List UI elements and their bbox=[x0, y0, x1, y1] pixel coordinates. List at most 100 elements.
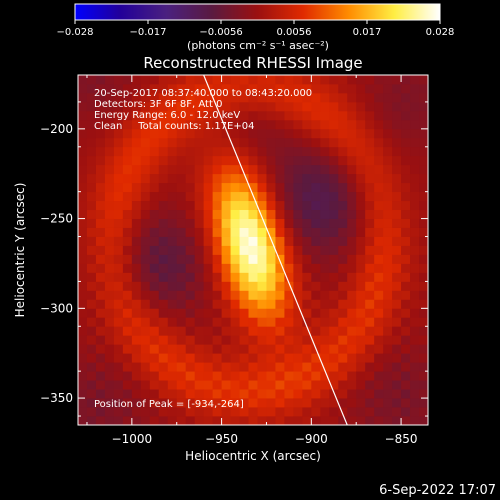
heatmap-cell bbox=[365, 281, 375, 291]
heatmap-cell bbox=[347, 362, 357, 372]
heatmap-cell bbox=[338, 236, 348, 246]
heatmap-cell bbox=[266, 299, 276, 309]
heatmap-cell bbox=[383, 191, 393, 202]
heatmap-cell bbox=[320, 191, 330, 202]
heatmap-cell bbox=[419, 110, 428, 121]
heatmap-cell bbox=[302, 110, 312, 121]
heatmap-cell bbox=[284, 290, 294, 300]
heatmap-cell bbox=[221, 380, 231, 390]
heatmap-cell bbox=[230, 236, 240, 246]
heatmap-cell bbox=[302, 236, 312, 246]
heatmap-cell bbox=[293, 164, 303, 175]
heatmap-cell bbox=[122, 380, 133, 390]
heatmap-cell bbox=[239, 245, 249, 255]
x-axis-label: Heliocentric X (arcsec) bbox=[185, 449, 321, 463]
heatmap-cell bbox=[185, 263, 196, 273]
heatmap-cell bbox=[203, 389, 214, 399]
heatmap-cell bbox=[383, 371, 393, 381]
heatmap-cell bbox=[302, 101, 312, 112]
heatmap-cell bbox=[302, 353, 312, 363]
heatmap-cell bbox=[248, 353, 258, 363]
heatmap-cell bbox=[284, 236, 294, 246]
heatmap-cell bbox=[257, 254, 267, 264]
heatmap-cell bbox=[95, 227, 106, 237]
heatmap-cell bbox=[401, 362, 411, 372]
heatmap-cell bbox=[194, 353, 205, 363]
heatmap-cell bbox=[401, 182, 411, 193]
heatmap-cell bbox=[356, 155, 366, 166]
heatmap-cell bbox=[176, 254, 187, 264]
heatmap-cell bbox=[176, 209, 187, 219]
heatmap-cell bbox=[383, 353, 393, 363]
heatmap-cell bbox=[365, 326, 375, 336]
heatmap-cell bbox=[257, 371, 267, 381]
heatmap-cell bbox=[176, 227, 187, 237]
heatmap-cell bbox=[401, 173, 411, 184]
heatmap-cell bbox=[293, 173, 303, 184]
heatmap-cell bbox=[293, 326, 303, 336]
heatmap-cell bbox=[347, 110, 357, 121]
heatmap-cell bbox=[104, 326, 115, 336]
heatmap-cell bbox=[131, 75, 142, 85]
heatmap-cell bbox=[410, 398, 420, 408]
heatmap-cell bbox=[203, 83, 214, 94]
heatmap-cell bbox=[78, 380, 88, 390]
heatmap-cell bbox=[248, 128, 258, 139]
heatmap-cell bbox=[266, 245, 276, 255]
heatmap-cell bbox=[104, 236, 115, 246]
heatmap-cell bbox=[95, 101, 106, 112]
heatmap-cell bbox=[329, 155, 339, 166]
heatmap-cell bbox=[275, 155, 285, 166]
heatmap-cell bbox=[365, 344, 375, 354]
heatmap-cell bbox=[365, 245, 375, 255]
heatmap-cell bbox=[383, 335, 393, 345]
heatmap-cell bbox=[347, 308, 357, 318]
heatmap-cell bbox=[275, 182, 285, 193]
heatmap-cell bbox=[167, 236, 178, 246]
heatmap-cell bbox=[311, 353, 321, 363]
heatmap-cell bbox=[275, 317, 285, 327]
heatmap-cell bbox=[293, 200, 303, 211]
heatmap-cell bbox=[266, 128, 276, 139]
heatmap-cell bbox=[131, 236, 142, 246]
heatmap-cell bbox=[113, 200, 124, 211]
heatmap-cell bbox=[419, 335, 428, 345]
heatmap-cell bbox=[194, 191, 205, 202]
heatmap-cell bbox=[78, 335, 88, 345]
heatmap-cell bbox=[392, 299, 402, 309]
heatmap-cell bbox=[194, 236, 205, 246]
heatmap-cell bbox=[176, 290, 187, 300]
heatmap-cell bbox=[95, 317, 106, 327]
heatmap-cell bbox=[419, 353, 428, 363]
heatmap-cell bbox=[248, 389, 258, 399]
info-block: 20-Sep-2017 08:37:40.000 to 08:43:20.000… bbox=[94, 88, 312, 132]
heatmap-cell bbox=[239, 272, 249, 282]
heatmap-cell bbox=[383, 389, 393, 399]
heatmap-cell bbox=[113, 416, 124, 425]
heatmap-cell bbox=[212, 101, 222, 112]
peak-position-label: Position of Peak = [-934,-264] bbox=[94, 399, 244, 410]
heatmap-cell bbox=[104, 362, 115, 372]
heatmap-cell bbox=[329, 200, 339, 211]
heatmap-cell bbox=[320, 137, 330, 148]
heatmap-cell bbox=[320, 353, 330, 363]
heatmap-cell bbox=[392, 173, 402, 184]
heatmap-cell bbox=[248, 326, 258, 336]
heatmap-cell bbox=[230, 245, 240, 255]
heatmap-cell bbox=[140, 281, 151, 291]
heatmap-cell bbox=[356, 173, 366, 184]
heatmap-cell bbox=[95, 254, 106, 264]
colorbar-tick-label: 0.028 bbox=[426, 27, 455, 38]
heatmap-cell bbox=[104, 83, 115, 94]
heatmap-cell bbox=[383, 362, 393, 372]
heatmap-cell bbox=[185, 362, 196, 372]
heatmap-cell bbox=[221, 182, 231, 193]
heatmap-cell bbox=[311, 236, 321, 246]
heatmap-cell bbox=[365, 398, 375, 408]
heatmap-cell bbox=[104, 272, 115, 282]
heatmap-cell bbox=[374, 344, 384, 354]
heatmap-cell bbox=[158, 371, 169, 381]
heatmap-cell bbox=[113, 110, 124, 121]
heatmap-cell bbox=[78, 75, 88, 85]
heatmap-cell bbox=[248, 245, 258, 255]
